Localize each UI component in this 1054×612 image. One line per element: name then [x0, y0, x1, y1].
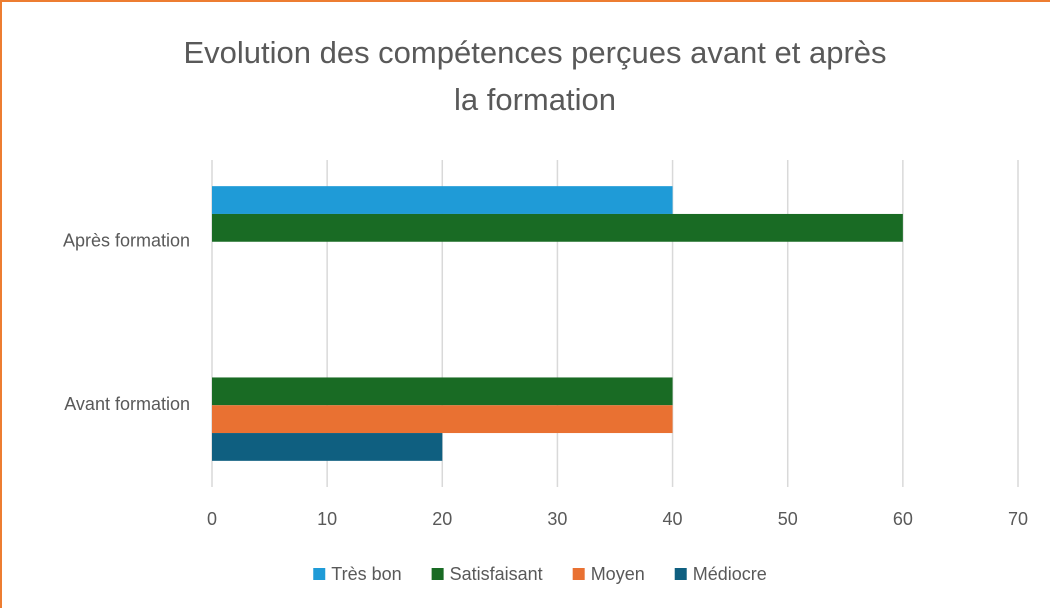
legend-swatch: [431, 568, 444, 580]
legend-swatch: [674, 568, 687, 580]
legend-label: Très bon: [331, 564, 401, 584]
x-tick-label: 50: [778, 509, 798, 529]
bar: [212, 433, 443, 461]
legend-swatch: [572, 568, 585, 580]
x-tick-label: 0: [207, 509, 217, 529]
x-tick-label: 60: [893, 509, 913, 529]
legend-label: Satisfaisant: [450, 564, 543, 584]
x-tick-label: 10: [317, 509, 337, 529]
x-tick-label: 30: [547, 509, 567, 529]
legend-swatch: [313, 568, 326, 580]
bar: [212, 405, 673, 434]
x-tick-label: 40: [663, 509, 683, 529]
chart-title: la formation: [454, 82, 616, 117]
bar: [212, 213, 903, 242]
y-tick-label: Après formation: [63, 231, 190, 251]
y-tick-label: Avant formation: [64, 394, 190, 414]
x-tick-label: 20: [432, 509, 452, 529]
x-tick-label: 70: [1008, 509, 1028, 529]
chart-title: Evolution des compétences perçues avant …: [183, 35, 886, 70]
legend-label: Moyen: [591, 564, 645, 584]
bar: [212, 377, 673, 406]
bar: [212, 186, 673, 214]
legend-label: Médiocre: [693, 564, 767, 584]
